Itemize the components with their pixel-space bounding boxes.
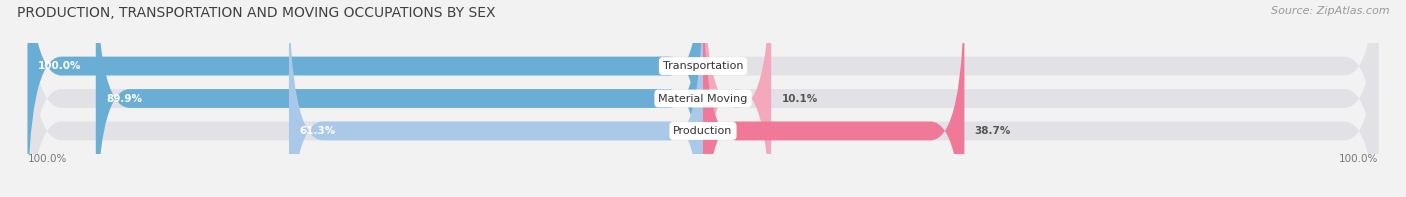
FancyBboxPatch shape (96, 0, 703, 197)
Text: 61.3%: 61.3% (299, 126, 336, 136)
Text: 100.0%: 100.0% (1339, 154, 1378, 164)
FancyBboxPatch shape (28, 0, 703, 197)
FancyBboxPatch shape (290, 0, 703, 197)
FancyBboxPatch shape (28, 0, 1378, 197)
FancyBboxPatch shape (28, 0, 1378, 197)
Text: 10.1%: 10.1% (782, 94, 818, 103)
Text: Material Moving: Material Moving (658, 94, 748, 103)
Text: 100.0%: 100.0% (28, 154, 67, 164)
Text: Source: ZipAtlas.com: Source: ZipAtlas.com (1271, 6, 1389, 16)
Text: Transportation: Transportation (662, 61, 744, 71)
Text: Production: Production (673, 126, 733, 136)
FancyBboxPatch shape (703, 0, 772, 197)
FancyBboxPatch shape (703, 0, 965, 197)
Text: 89.9%: 89.9% (105, 94, 142, 103)
Text: 38.7%: 38.7% (974, 126, 1011, 136)
Text: PRODUCTION, TRANSPORTATION AND MOVING OCCUPATIONS BY SEX: PRODUCTION, TRANSPORTATION AND MOVING OC… (17, 6, 495, 20)
Text: 100.0%: 100.0% (38, 61, 82, 71)
FancyBboxPatch shape (28, 0, 1378, 197)
